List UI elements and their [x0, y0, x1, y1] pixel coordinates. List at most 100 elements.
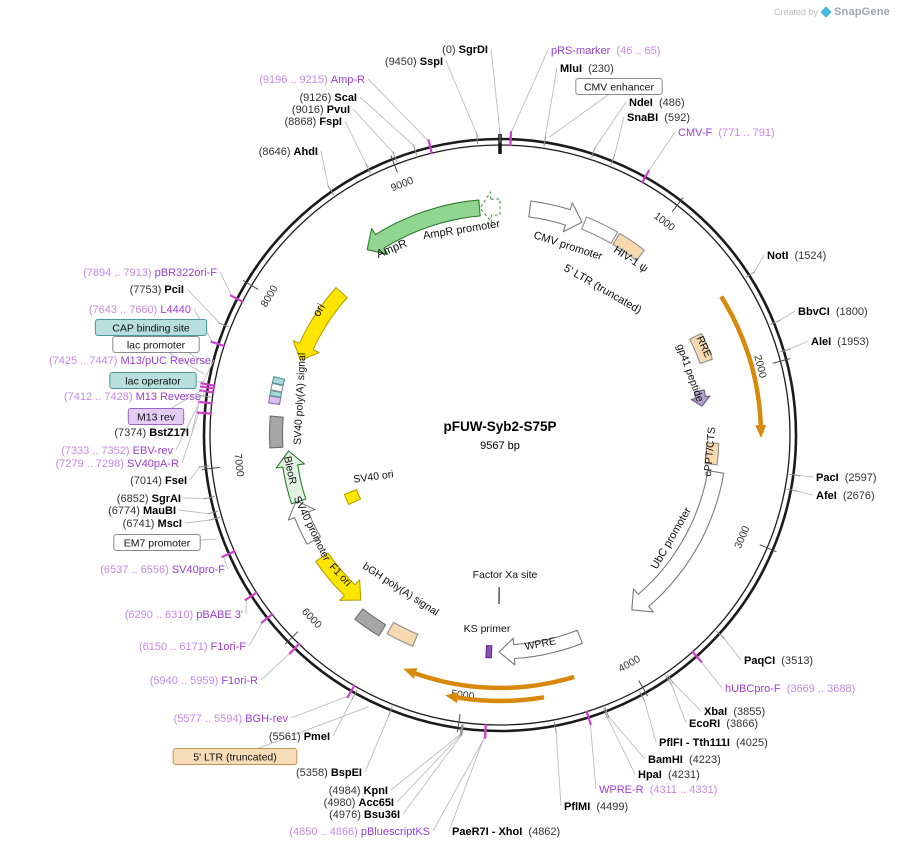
enzyme-label-bspei[interactable]: (5358) BspEI: [296, 767, 362, 779]
inner-label-bgh-poly-a-signal[interactable]: bGH poly(A) signal: [360, 560, 440, 618]
orange-arc-bottom-short[interactable]: [457, 695, 545, 704]
enzyme-label-pcii[interactable]: (7753) PciI: [130, 284, 184, 296]
ks-primer-mark[interactable]: [485, 645, 493, 659]
inner-label-bleor[interactable]: BleoR: [281, 455, 299, 486]
inner-label-sv40-poly-a-signal[interactable]: SV40 poly(A) signal: [292, 352, 309, 445]
enzyme-tick-pmei: [351, 689, 358, 700]
enzyme-tick-paci: [789, 473, 801, 477]
hiv1-psi-box[interactable]: [612, 232, 645, 262]
enzyme-label-acc65i[interactable]: (4980) Acc65I: [324, 797, 394, 809]
sv40-promoter-arrow[interactable]: [287, 500, 321, 545]
enzyme-label-xbai[interactable]: XbaI (3855): [704, 706, 765, 718]
orange-arc-right[interactable]: [719, 295, 764, 426]
primer-label-ebv-rev[interactable]: (7333 .. 7352) EBV-rev: [61, 445, 173, 457]
callout-scai: [359, 96, 415, 146]
primer-label-hubcpro-f[interactable]: hUBCpro-F (3669 .. 3688): [725, 683, 855, 695]
primer-label-wpre-r[interactable]: WPRE-R (4311 .. 4331): [599, 784, 717, 796]
boxed-label-cap-binding-site[interactable]: [94, 319, 208, 336]
primer-label-pbr322ori-f[interactable]: (7894 .. 7913) pBR322ori-F: [83, 267, 217, 279]
enzyme-label-pmei[interactable]: (5561) PmeI: [269, 731, 330, 743]
enzyme-label-scai[interactable]: (9126) ScaI: [300, 92, 358, 104]
enzyme-label-paer7i-xhoi[interactable]: PaeR7I - XhoI (4862): [452, 826, 560, 838]
enzyme-label-sgrdi[interactable]: (0) SgrDI: [442, 44, 488, 56]
enzyme-label-bstz17i[interactable]: (7374) BstZ17I: [114, 427, 189, 439]
primer-label-m13-puc-reverse[interactable]: (7425 .. 7447) M13/pUC Reverse: [49, 355, 211, 367]
boxed-label-m13-rev[interactable]: [127, 408, 185, 425]
f1-ori-arrow[interactable]: [315, 552, 362, 601]
primer-label-f1ori-r[interactable]: (5940 .. 5959) F1ori-R: [150, 675, 258, 687]
inner-label-ori[interactable]: ori: [311, 302, 328, 319]
primer-label-bgh-rev[interactable]: (5577 .. 5594) BGH-rev: [174, 713, 289, 725]
enzyme-label-fspi[interactable]: (8868) FspI: [285, 116, 342, 128]
enzyme-label-hpai[interactable]: HpaI (4231): [638, 769, 700, 781]
enzyme-label-msci[interactable]: (6741) MscI: [123, 518, 182, 530]
primer-label-pbluescriptks[interactable]: (4850 .. 4866) pBluescriptKS: [289, 826, 430, 838]
lac-operator-mark[interactable]: [269, 389, 283, 398]
enzyme-label-bbvci[interactable]: BbvCI (1800): [798, 306, 868, 318]
boxed-label-5-ltr-truncated-[interactable]: [172, 748, 298, 765]
boxed-label-cmv-enhancer[interactable]: [575, 78, 663, 95]
primer-label-m13-reverse[interactable]: (7412 .. 7428) M13 Reverse: [64, 391, 201, 403]
enzyme-label-snabi[interactable]: SnaBI (592): [627, 112, 690, 124]
enzyme-label-afei[interactable]: AfeI (2676): [816, 490, 875, 502]
rre-box[interactable]: [689, 332, 713, 365]
sv40-ori-box[interactable]: [343, 489, 362, 506]
orange-arc-bottom-long[interactable]: [414, 671, 575, 691]
bgh-polya-box[interactable]: [354, 608, 387, 637]
inner-label-5-ltr-truncated-[interactable]: 5' LTR (truncated): [562, 262, 644, 316]
enzyme-label-maubi[interactable]: (6774) MauBI: [108, 505, 176, 517]
enzyme-label-fsei[interactable]: (7014) FseI: [130, 475, 187, 487]
ltr5-truncated-segment[interactable]: [581, 216, 619, 244]
enzyme-label-kpni[interactable]: (4984) KpnI: [329, 785, 388, 797]
enzyme-label-pvui[interactable]: (9016) PvuI: [292, 104, 350, 116]
primer-label-sv40pro-f[interactable]: (6537 .. 6556) SV40pro-F: [100, 564, 225, 576]
enzyme-label-bamhi[interactable]: BamHI (4223): [648, 754, 721, 766]
enzyme-label-ecori[interactable]: EcoRI (3866): [689, 718, 758, 730]
enzyme-label-pflfi-tth111i[interactable]: PflFI - Tth111I (4025): [659, 737, 768, 749]
enzyme-label-mlui[interactable]: MluI (230): [560, 63, 614, 75]
gp41-peptide-arrow[interactable]: [690, 389, 711, 407]
enzyme-tick-bspei: [387, 706, 393, 717]
enzyme-label-sgrai[interactable]: (6852) SgrAI: [117, 493, 181, 505]
bleor-arrow[interactable]: [275, 450, 307, 505]
inner-label-ks-primer[interactable]: KS primer: [464, 623, 511, 635]
primer-label-cmv-f[interactable]: CMV-F (771 .. 791): [678, 127, 775, 139]
primer-tick-l4440: [210, 340, 226, 348]
boxed-label-lac-promoter[interactable]: [112, 336, 200, 353]
inner-label-sv40-ori[interactable]: SV40 ori: [353, 468, 395, 485]
enzyme-label-paci[interactable]: PacI (2597): [816, 472, 877, 484]
inner-label-factor-xa-site[interactable]: Factor Xa site: [473, 569, 538, 581]
inner-label-sv40-promoter[interactable]: SV40 promoter: [291, 494, 333, 563]
sv40-polya-box[interactable]: [268, 415, 284, 449]
wpre-arrow[interactable]: [498, 629, 583, 666]
enzyme-label-ahdi[interactable]: (8646) AhdI: [259, 146, 318, 158]
tick-mark-2000: [772, 358, 791, 364]
boxed-label-em7-promoter[interactable]: [113, 534, 201, 551]
enzyme-label-noti[interactable]: NotI (1524): [767, 250, 826, 262]
primer-label-l4440[interactable]: (7643 .. 7660) L4440: [89, 304, 191, 316]
primer-label-sv40pa-r[interactable]: (7279 .. 7298) SV40pA-R: [55, 458, 179, 470]
inner-label-cppt-cts[interactable]: cPPT/CTS: [702, 427, 718, 477]
ampr-promoter-arrow[interactable]: [479, 191, 501, 223]
enzyme-label-alei[interactable]: AleI (1953): [811, 336, 869, 348]
cmv-promoter-arrow[interactable]: [528, 200, 583, 233]
primer-label-f1ori-f[interactable]: (6150 .. 6171) F1ori-F: [139, 641, 246, 653]
enzyme-tick-bamhi: [604, 707, 610, 718]
enzyme-label-bsu36i[interactable]: (4976) Bsu36I: [329, 809, 400, 821]
primer-label-amp-r[interactable]: (9196 .. 9215) Amp-R: [259, 74, 365, 86]
ltr3-truncated-box[interactable]: [386, 621, 419, 647]
lac-promoter-mark[interactable]: [270, 382, 284, 393]
enzyme-label-sspi[interactable]: (9450) SspI: [385, 56, 443, 68]
enzyme-label-pflmi[interactable]: PflMI (4499): [564, 801, 628, 813]
cap-binding-mark[interactable]: [271, 376, 286, 386]
boxed-label-lac-operator[interactable]: [109, 372, 197, 389]
enzyme-label-paqci[interactable]: PaqCI (3513): [744, 655, 813, 667]
primer-label-prs-marker[interactable]: pRS-marker (46 .. 65): [551, 45, 660, 57]
cppt-cts-box[interactable]: [704, 442, 720, 466]
ampr-arrow[interactable]: [366, 199, 481, 255]
ubc-promoter-arrow[interactable]: [631, 470, 725, 613]
primer-label-pbabe-3-[interactable]: (6290 .. 6310) pBABE 3': [125, 609, 243, 621]
ori-arrow[interactable]: [292, 287, 348, 361]
inner-label-wpre[interactable]: WPRE: [524, 635, 557, 653]
enzyme-label-ndei[interactable]: NdeI (486): [629, 97, 685, 109]
